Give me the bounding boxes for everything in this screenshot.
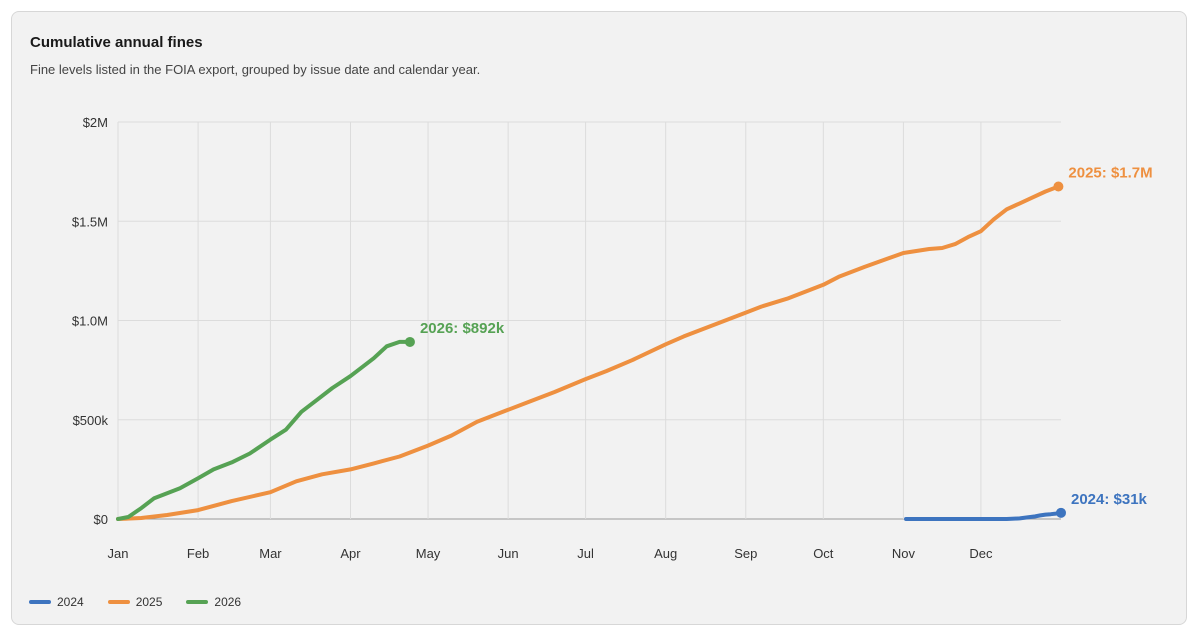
series-lines [116, 181, 1066, 521]
x-tick-label: Jul [577, 546, 594, 561]
end-label-2025: 2025: $1.7M [1068, 165, 1152, 182]
x-tick-label: Jan [108, 546, 129, 561]
series-line-2026 [116, 339, 412, 521]
series-endpoint-2024 [1056, 507, 1066, 518]
x-axis: Jan Feb Mar Apr May Jun Jul Aug Sep Oct Nov Dec [108, 546, 993, 561]
chart-subtitle: Fine levels listed in the FOIA export, g… [30, 62, 481, 77]
line-chart: $0$500k$1.0M$1.5M$2M Jan Feb Mar Apr May Jun J… [72, 115, 1153, 561]
legend-label: 2026 [214, 595, 242, 609]
series-endpoint-2026 [404, 336, 415, 347]
x-tick-label: Sep [734, 546, 757, 561]
x-tick-label: Aug [654, 546, 677, 561]
chart-title: Cumulative annual fines [30, 34, 203, 51]
legend-item-2026[interactable]: 2026 [186, 595, 241, 609]
series-line-2025 [116, 184, 1061, 521]
y-tick-label: $2M [83, 115, 108, 130]
x-tick-label: Apr [340, 546, 361, 561]
legend: 2024 2025 2026 [29, 595, 241, 609]
y-tick-label: $500k [73, 413, 109, 428]
x-tick-label: Mar [259, 546, 282, 561]
series-line-2024 [904, 510, 1063, 521]
legend-swatch [29, 600, 51, 604]
legend-swatch [186, 600, 209, 604]
end-labels: 2024: $31k 2025: $1.7M 2026: $892k [420, 165, 1153, 508]
legend-item-2025[interactable]: 2025 [107, 595, 163, 609]
x-tick-label: Oct [813, 546, 834, 561]
legend-item-2024[interactable]: 2024 [29, 595, 84, 609]
legend-label: 2024 [57, 595, 84, 609]
x-tick-label: Feb [187, 546, 209, 561]
grid [117, 121, 1061, 520]
x-tick-label: Jun [498, 546, 519, 561]
x-tick-label: Dec [969, 546, 993, 561]
x-tick-label: May [416, 546, 441, 561]
x-tick-label: Nov [892, 546, 916, 561]
y-tick-label: $1.5M [72, 214, 108, 229]
legend-swatch [107, 600, 130, 604]
y-tick-label: $0 [94, 512, 108, 527]
legend-label: 2025 [135, 595, 163, 609]
chart-card: Cumulative annual fines Fine levels list… [11, 11, 1187, 625]
series-endpoint-2025 [1053, 181, 1064, 192]
y-axis: $0 $500k $1.0M $1.5M $2M [72, 115, 109, 527]
y-tick-label: $1.0M [72, 314, 108, 329]
end-label-2024: 2024: $31k [1071, 491, 1148, 508]
end-label-2026: 2026: $892k [420, 320, 505, 337]
